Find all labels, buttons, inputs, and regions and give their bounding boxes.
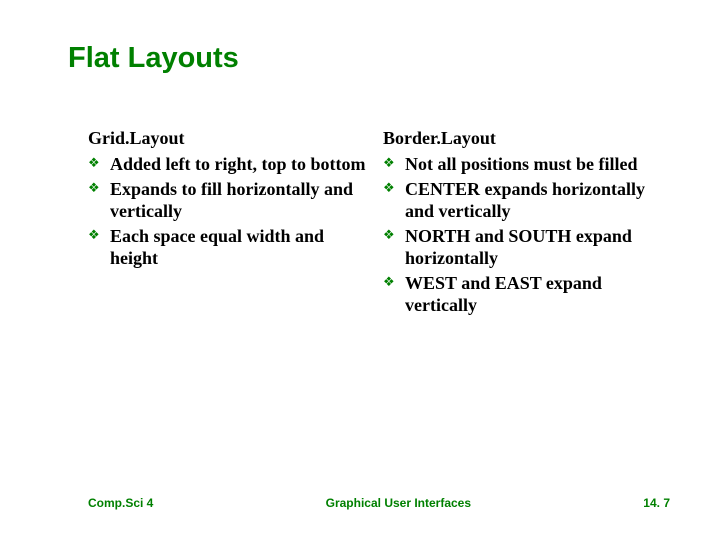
footer-right: 14. 7	[643, 496, 670, 510]
diamond-bullet-icon: ❖	[88, 156, 100, 169]
left-column: Grid.Layout ❖ Added left to right, top to…	[88, 128, 375, 319]
list-item-text: CENTER expands horizontally and vertical…	[405, 179, 645, 222]
list-item: ❖ CENTER expands horizontally and vertica…	[383, 178, 670, 223]
list-item-text: Added left to right, top to bottom	[110, 154, 365, 174]
list-item: ❖ Added left to right, top to bottom	[88, 153, 375, 176]
list-item: ❖ Each space equal width and height	[88, 225, 375, 270]
diamond-bullet-icon: ❖	[383, 275, 395, 288]
list-item: ❖ NORTH and SOUTH expand horizontally	[383, 225, 670, 270]
diamond-bullet-icon: ❖	[383, 181, 395, 194]
diamond-bullet-icon: ❖	[88, 181, 100, 194]
diamond-bullet-icon: ❖	[383, 228, 395, 241]
list-item: ❖ Not all positions must be filled	[383, 153, 670, 176]
right-bullet-list: ❖ Not all positions must be filled ❖ CENTER…	[383, 153, 670, 317]
list-item-text: NORTH and SOUTH expand horizontally	[405, 226, 632, 269]
diamond-bullet-icon: ❖	[383, 156, 395, 169]
footer-center: Graphical User Interfaces	[153, 496, 643, 510]
slide: Flat Layouts Grid.Layout ❖ Added left to …	[0, 0, 720, 540]
footer-left: Comp.Sci 4	[88, 496, 153, 510]
list-item-text: Expands to fill horizontally and vertica…	[110, 179, 353, 222]
list-item-text: WEST and EAST expand vertically	[405, 273, 602, 316]
right-column-heading: Border.Layout	[383, 128, 670, 149]
content-columns: Grid.Layout ❖ Added left to right, top to…	[88, 128, 670, 319]
diamond-bullet-icon: ❖	[88, 228, 100, 241]
list-item-text: Not all positions must be filled	[405, 154, 638, 174]
list-item: ❖ WEST and EAST expand vertically	[383, 272, 670, 317]
slide-footer: Comp.Sci 4 Graphical User Interfaces 14.…	[88, 496, 670, 510]
list-item-text: Each space equal width and height	[110, 226, 324, 269]
left-column-heading: Grid.Layout	[88, 128, 375, 149]
right-column: Border.Layout ❖ Not all positions must be…	[383, 128, 670, 319]
list-item: ❖ Expands to fill horizontally and vertic…	[88, 178, 375, 223]
left-bullet-list: ❖ Added left to right, top to bottom ❖ Expa…	[88, 153, 375, 270]
slide-title: Flat Layouts	[68, 42, 239, 75]
